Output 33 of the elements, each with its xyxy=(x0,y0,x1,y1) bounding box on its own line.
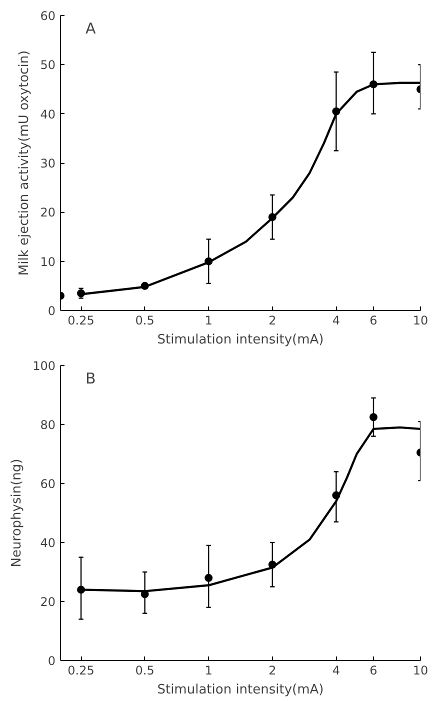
y-tick-label: 10 xyxy=(40,254,56,269)
y-tick-label: 0 xyxy=(48,654,56,668)
y-tick-label: 30 xyxy=(40,156,56,170)
x-tick-label: 2 xyxy=(268,314,276,328)
y-tick-label: 20 xyxy=(40,206,56,220)
x-tick-label: 0.25 xyxy=(68,664,94,678)
x-tick-label: 4 xyxy=(332,314,340,328)
x-tick-label: 6 xyxy=(370,664,378,678)
x-tick-label: 0.25 xyxy=(68,314,94,328)
x-tick-label: 6 xyxy=(370,314,378,328)
x-tick-label: 1 xyxy=(204,664,212,678)
y-tick-label: 50 xyxy=(40,58,56,72)
y-tick-label: 20 xyxy=(40,595,56,609)
x-axis-title: Stimulation intensity(mA) xyxy=(157,682,324,698)
y-tick-label: 100 xyxy=(32,359,56,373)
x-tick-label: 2 xyxy=(268,664,276,678)
x-tick-label: 0.5 xyxy=(135,314,154,328)
y-tick-label: 0 xyxy=(48,304,56,318)
y-tick-label: 60 xyxy=(40,9,56,23)
x-axis-title: Stimulation intensity(mA) xyxy=(157,332,324,348)
x-tick-label: 10 xyxy=(412,664,428,678)
x-tick-label: 10 xyxy=(412,314,428,328)
x-tick-label: 4 xyxy=(332,664,340,678)
annotation: A xyxy=(86,20,96,38)
y-tick-label: 80 xyxy=(40,418,56,432)
y-tick-label: 40 xyxy=(40,107,56,122)
annotation: B xyxy=(86,370,96,388)
y-axis-title: Neurophysin(ng) xyxy=(10,458,25,568)
y-tick-label: 60 xyxy=(40,477,56,491)
y-axis-title: Milk ejection activity(mU oxytocin) xyxy=(17,50,32,276)
x-tick-label: 0.5 xyxy=(135,664,154,678)
y-tick-label: 40 xyxy=(40,536,56,550)
x-tick-label: 1 xyxy=(204,314,212,328)
